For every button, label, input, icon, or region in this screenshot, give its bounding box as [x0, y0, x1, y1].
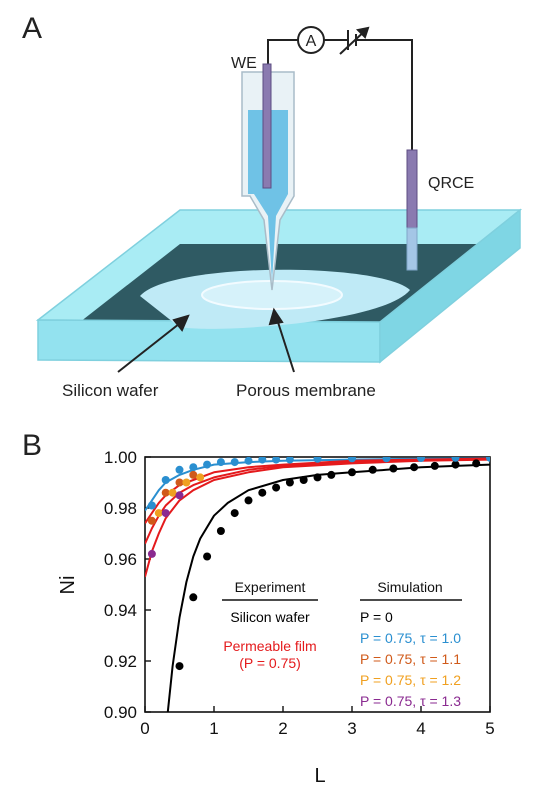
- data-point: [203, 460, 212, 469]
- legend-simulation-item: P = 0.75, τ = 1.0: [360, 630, 461, 646]
- x-axis-label: L: [314, 765, 325, 787]
- y-tick-label: 1.00: [104, 448, 137, 467]
- data-point: [147, 501, 156, 510]
- chart: 0 1 2 3 4 5 0.90 0.92 0.94 0.96 0.98 1.00 L Ni: [57, 448, 495, 787]
- data-point: [258, 457, 267, 464]
- series-line: [166, 463, 490, 712]
- ammeter-symbol: A: [306, 33, 317, 50]
- data-point: [486, 457, 490, 462]
- qrce-electrode: [406, 149, 418, 271]
- data-point: [410, 463, 419, 472]
- y-tick-label: 0.90: [104, 703, 137, 722]
- data-point: [230, 509, 239, 518]
- data-point: [196, 473, 205, 482]
- legend-simulation-item: P = 0.75, τ = 1.3: [360, 693, 461, 709]
- data-point: [147, 549, 156, 558]
- data-point: [299, 476, 308, 484]
- x-tick-label: 4: [416, 719, 425, 738]
- data-point: [189, 463, 198, 472]
- legend-simulation-item: P = 0: [360, 609, 393, 625]
- data-point: [216, 458, 225, 467]
- data-point: [451, 460, 460, 469]
- data-point: [285, 478, 294, 487]
- data-point: [417, 457, 425, 462]
- x-tick-label: 0: [140, 719, 149, 738]
- x-tick-label: 2: [278, 719, 287, 738]
- data-point: [430, 461, 439, 470]
- ammeter-icon: A: [297, 26, 325, 54]
- series-line: [145, 458, 490, 578]
- annotation-arrows: [117, 307, 295, 373]
- data-point: [272, 483, 281, 492]
- data-point: [313, 457, 322, 463]
- data-point: [175, 465, 184, 474]
- silicon-wafer-label: Silicon wafer: [62, 381, 159, 400]
- data-point: [203, 552, 212, 561]
- y-axis-label: Ni: [57, 576, 79, 595]
- data-point: [161, 509, 170, 518]
- x-tick-label: 5: [485, 719, 494, 738]
- data-point: [175, 662, 184, 671]
- data-point: [258, 488, 267, 497]
- data-point: [216, 527, 225, 535]
- we-label: WE: [231, 55, 257, 72]
- data-point: [147, 516, 156, 525]
- legend-experiment-item: Silicon wafer: [230, 609, 310, 625]
- data-point: [327, 470, 336, 479]
- series-line: [145, 457, 490, 512]
- qrce-label: QRCE: [428, 175, 474, 192]
- data-point: [175, 491, 184, 500]
- data-point: [161, 476, 170, 484]
- series-line: [145, 458, 490, 545]
- legend: Experiment Silicon wafer Permeable film …: [222, 579, 462, 709]
- legend-simulation-item: P = 0.75, τ = 1.2: [360, 672, 461, 688]
- data-point: [348, 457, 356, 463]
- porous-membrane-label: Porous membrane: [236, 381, 376, 400]
- panel-b-label: B: [22, 429, 42, 462]
- circuit-wires: [267, 39, 413, 150]
- x-tick-label: 3: [347, 719, 356, 738]
- data-point: [348, 468, 356, 477]
- data-point: [189, 593, 198, 602]
- x-tick-label: 1: [209, 719, 218, 738]
- data-point: [161, 488, 170, 497]
- pipette: [241, 63, 295, 291]
- legend-simulation-header: Simulation: [377, 579, 442, 595]
- data-point: [182, 478, 191, 487]
- data-point: [244, 457, 253, 465]
- data-point: [189, 470, 198, 479]
- variable-source-icon: [339, 26, 370, 55]
- series-lines: [145, 457, 490, 712]
- axis-ticks: 0 1 2 3 4 5 0.90 0.92 0.94 0.96 0.98 1.00: [104, 448, 495, 738]
- legend-experiment-header: Experiment: [235, 579, 306, 595]
- legend-experiment-item: (P = 0.75): [239, 655, 301, 671]
- data-point: [382, 457, 391, 463]
- legend-experiment-item: Permeable film: [223, 638, 316, 654]
- data-point: [175, 478, 184, 487]
- data-point: [368, 465, 377, 474]
- data-point: [313, 473, 322, 482]
- y-tick-label: 0.98: [104, 499, 137, 518]
- data-point: [285, 457, 294, 464]
- y-tick-label: 0.96: [104, 550, 137, 569]
- data-point: [389, 464, 398, 473]
- data-point: [272, 457, 281, 464]
- series-points: [147, 457, 490, 671]
- data-point: [244, 496, 253, 505]
- y-tick-label: 0.94: [104, 601, 137, 620]
- y-tick-label: 0.92: [104, 652, 137, 671]
- data-point: [230, 458, 239, 467]
- data-point: [451, 457, 460, 462]
- data-point: [154, 509, 163, 518]
- data-point: [168, 488, 177, 497]
- legend-simulation-item: P = 0.75, τ = 1.1: [360, 651, 461, 667]
- data-point: [472, 459, 481, 468]
- panel-a-label: A: [22, 12, 42, 45]
